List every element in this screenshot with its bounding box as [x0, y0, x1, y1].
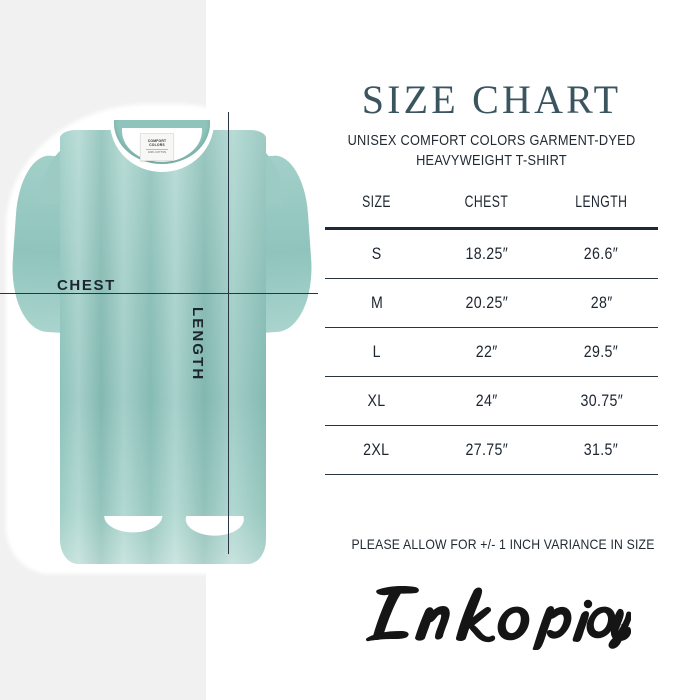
neck-label-divider [146, 148, 168, 150]
cell-chest: 20.25″ [465, 293, 508, 312]
product-photo: COMFORT COLORS 100% COTTON CHEST LENGTH [0, 0, 330, 700]
cell-chest: 22″ [475, 342, 498, 361]
chest-measure-label: CHEST [57, 277, 116, 294]
page-subtitle: UNISEX COMFORT COLORS GARMENT-DYED HEAVY… [347, 133, 636, 169]
table-row: S 18.25″ 26.6″ [325, 229, 658, 279]
chest-measure-line [0, 293, 318, 294]
cell-size: 2XL [363, 440, 390, 459]
column-header-size: SIZE [362, 193, 392, 211]
cell-length: 30.75″ [580, 391, 623, 410]
table-row: L 22″ 29.5″ [325, 328, 658, 377]
neck-label-tag: COMFORT COLORS 100% COTTON [140, 133, 174, 161]
cell-size: XL [367, 391, 386, 410]
neck-label-sub: 100% COTTON [147, 150, 167, 154]
size-chart-panel: SIZE CHART UNISEX COMFORT COLORS GARMENT… [325, 0, 700, 700]
size-table: SIZE CHEST LENGTH S 18.25″ 26.6″ M 20.25… [325, 193, 658, 475]
cell-length: 29.5″ [584, 342, 619, 361]
cell-length: 28″ [590, 293, 613, 312]
shirt-hem [90, 516, 330, 570]
table-header-row: SIZE CHEST LENGTH [325, 193, 658, 229]
page-title: SIZE CHART [361, 77, 622, 122]
cell-size: S [371, 244, 382, 263]
column-header-length: LENGTH [575, 193, 628, 211]
length-measure-label: LENGTH [189, 307, 206, 382]
length-measure-line [228, 112, 229, 554]
cell-size: L [372, 342, 381, 361]
cell-size: M [370, 293, 383, 312]
table-row: 2XL 27.75″ 31.5″ [325, 426, 658, 475]
registered-mark: ® [619, 623, 625, 632]
table-row: M 20.25″ 28″ [325, 279, 658, 328]
size-table-body: S 18.25″ 26.6″ M 20.25″ 28″ L 22″ 29.5″ … [325, 229, 658, 475]
variance-note: PLEASE ALLOW FOR +/- 1 INCH VARIANCE IN … [351, 537, 655, 552]
cell-length: 26.6″ [584, 244, 619, 263]
cell-chest: 24″ [475, 391, 498, 410]
size-table-head: SIZE CHEST LENGTH [325, 193, 658, 229]
table-row: XL 24″ 30.75″ [325, 377, 658, 426]
tshirt-graphic [7, 112, 330, 570]
cell-length: 31.5″ [584, 440, 619, 459]
brand-logo: ® [361, 578, 631, 650]
column-header-chest: CHEST [464, 193, 509, 211]
cell-chest: 27.75″ [465, 440, 508, 459]
cell-chest: 18.25″ [465, 244, 508, 263]
shirt-body [60, 130, 330, 570]
neck-label-brand: COMFORT COLORS [147, 139, 167, 147]
